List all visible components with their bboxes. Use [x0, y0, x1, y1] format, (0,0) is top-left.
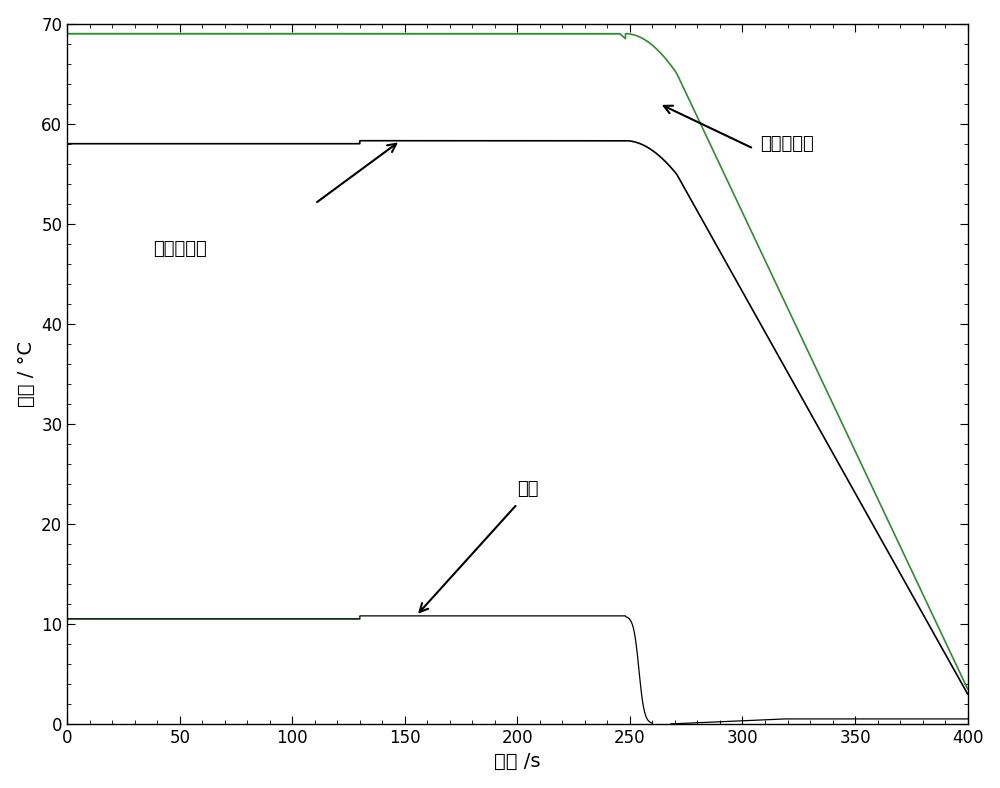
Text: 背光面温度: 背光面温度 [153, 240, 206, 258]
Y-axis label: 温度 / °C: 温度 / °C [17, 340, 36, 407]
Text: 温差: 温差 [517, 480, 539, 498]
X-axis label: 时间 /s: 时间 /s [494, 753, 541, 771]
Text: 迎光面温度: 迎光面温度 [760, 135, 814, 153]
